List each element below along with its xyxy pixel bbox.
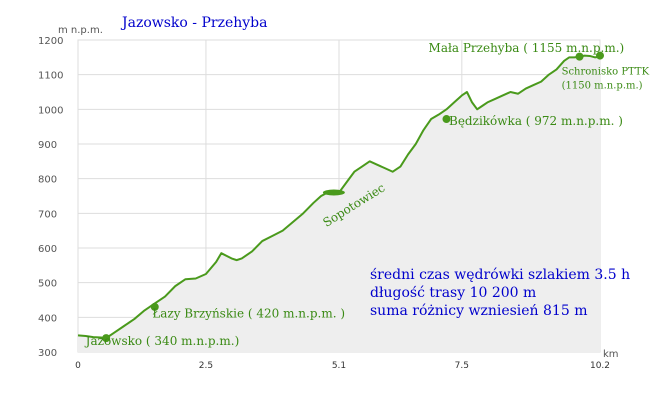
y-tick-label: 300 — [38, 348, 57, 359]
trail-info-line: suma różnicy wzniesień 815 m — [370, 303, 587, 319]
y-tick-label: 1100 — [38, 71, 63, 82]
trail-info-line: długość trasy 10 200 m — [370, 285, 536, 301]
x-tick-label: 5.1 — [332, 361, 346, 371]
y-tick-label: 900 — [38, 140, 57, 151]
x-tick-label: 2.5 — [199, 361, 213, 371]
waypoint-label: Mała Przehyba ( 1155 m.n.p.m.) — [429, 41, 625, 55]
sopotowiec-marker — [322, 189, 345, 196]
waypoint-marker — [102, 334, 111, 343]
waypoint-label: Schronisko PTTK — [562, 67, 650, 78]
x-tick-labels: 0 2.5 5.1 7.5 10.2 — [75, 361, 610, 371]
y-tick-label: 1000 — [38, 105, 63, 116]
waypoint-marker — [596, 51, 604, 60]
y-tick-label: 700 — [38, 209, 57, 220]
trail-info: średni czas wędrówki szlakiem 3.5 h długo… — [370, 267, 630, 319]
x-tick-label: 10.2 — [590, 361, 610, 371]
x-tick-label: 0 — [75, 361, 81, 371]
waypoint-label: (1150 m.n.p.m.) — [562, 81, 643, 92]
y-tick-label: 500 — [38, 279, 57, 290]
waypoint-marker — [575, 52, 584, 61]
waypoint-marker — [442, 115, 451, 124]
waypoint-label: Łazy Brzyńskie ( 420 m.n.p.m. ) — [152, 306, 345, 320]
waypoint-markers — [102, 51, 604, 343]
x-tick-label: 7.5 — [455, 361, 469, 371]
elevation-line — [77, 54, 601, 340]
y-axis-label: m n.p.m. — [58, 25, 103, 36]
y-tick-labels: 300 400 500 600 700 800 900 1000 1100 1200 — [38, 36, 63, 359]
chart-title: Jazowsko - Przehyba — [120, 15, 267, 31]
waypoint-label: Jazowsko ( 340 m.n.p.m.) — [84, 334, 240, 348]
elevation-fill — [78, 55, 600, 352]
y-tick-label: 400 — [38, 313, 57, 324]
x-axis-label: km — [603, 349, 619, 360]
waypoint-label: Będzikówka ( 972 m.n.p.m. ) — [449, 114, 623, 128]
elevation-area — [77, 54, 601, 352]
trail-info-line: średni czas wędrówki szlakiem 3.5 h — [370, 267, 630, 283]
y-tick-label: 800 — [38, 175, 57, 186]
waypoint-marker — [150, 302, 159, 311]
y-tick-label: 1200 — [38, 36, 63, 47]
y-tick-label: 600 — [38, 244, 57, 255]
